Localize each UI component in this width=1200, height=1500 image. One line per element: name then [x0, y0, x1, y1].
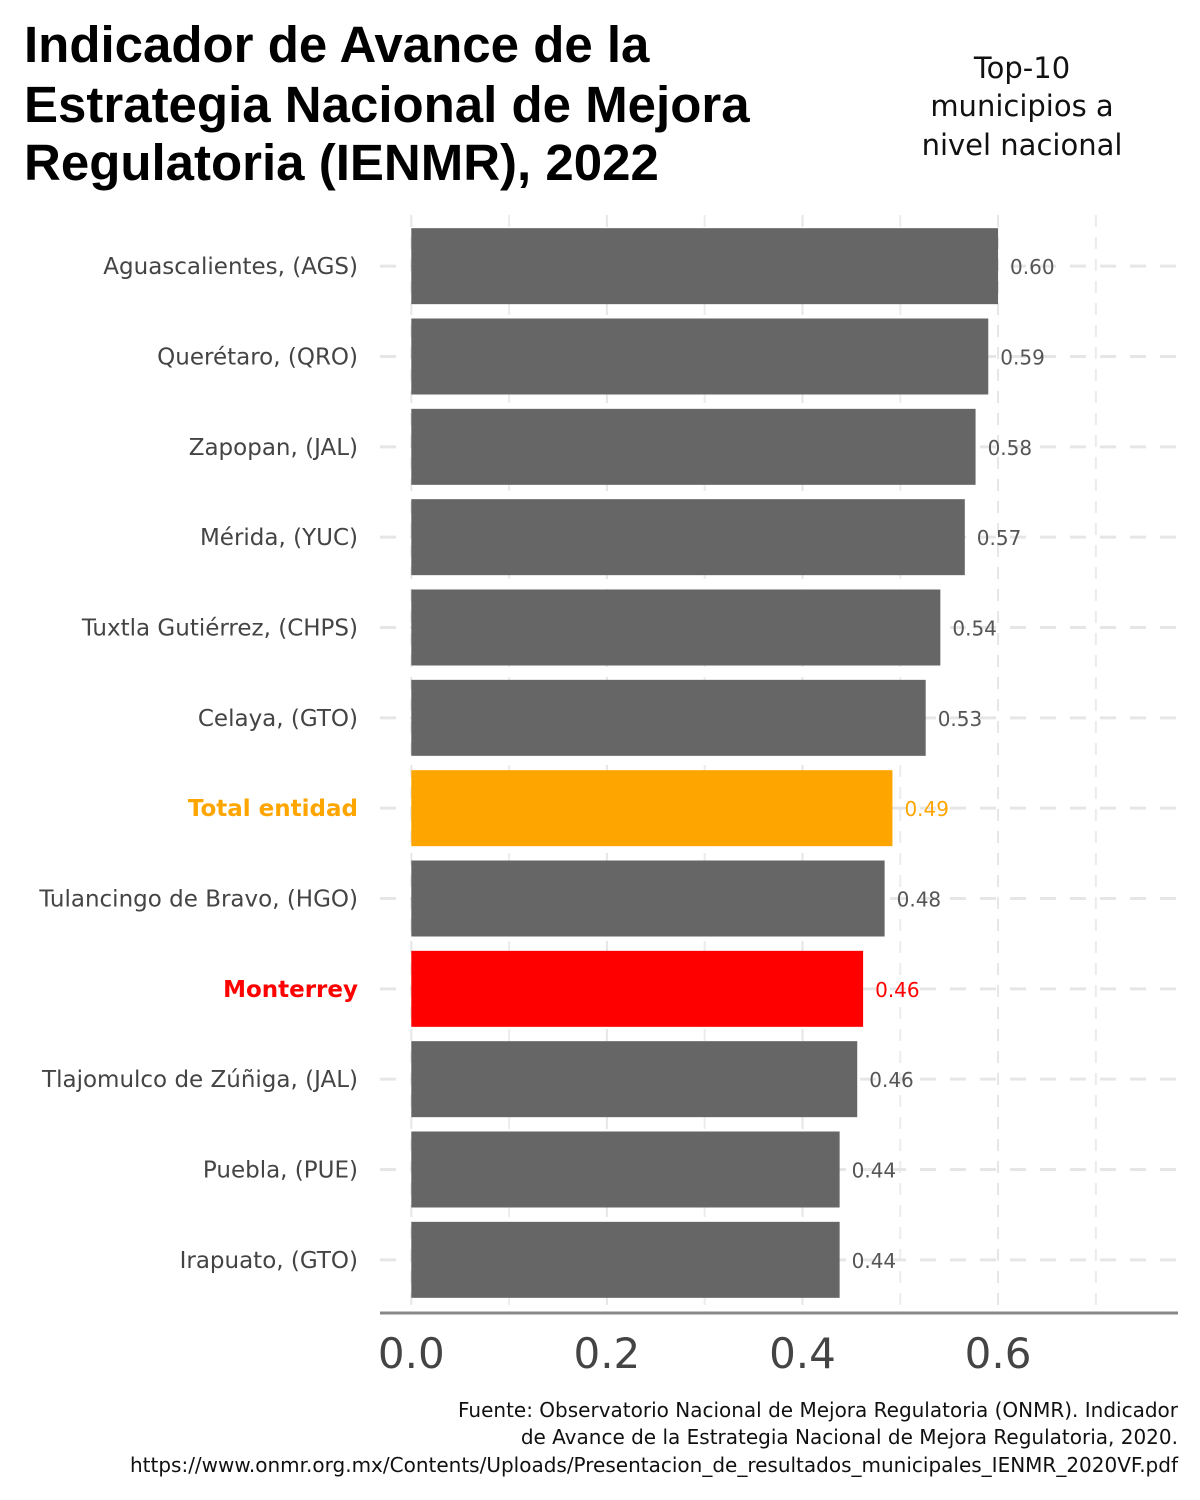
caption: https://www.onmr.org.mx/Contents/Uploads… [130, 1453, 1179, 1477]
bar [411, 1041, 858, 1118]
bar [411, 770, 893, 847]
bar [411, 318, 989, 395]
value-label: 0.58 [988, 436, 1033, 460]
y-tick-label: Puebla, (PUE) [203, 1158, 358, 1184]
subtitle: Top-10 [973, 51, 1070, 85]
chart-title: Indicador de Avance de la [24, 16, 650, 73]
value-label: 0.53 [938, 707, 983, 731]
subtitle: municipios a [930, 89, 1113, 123]
y-tick-label: Total entidad [188, 796, 358, 822]
y-tick-label: Tulancingo de Bravo, (HGO) [38, 887, 358, 913]
bar [411, 589, 941, 666]
value-label: 0.57 [977, 526, 1022, 550]
subtitle: nivel nacional [922, 128, 1123, 162]
chart-title: Regulatoria (IENMR), 2022 [24, 134, 659, 191]
y-tick-label: Querétaro, (QRO) [157, 345, 358, 371]
bar [411, 950, 864, 1027]
y-tick-label: Aguascalientes, (AGS) [103, 254, 358, 280]
y-tick-label: Monterrey [223, 977, 358, 1003]
value-label: 0.44 [852, 1249, 897, 1273]
bar [411, 408, 976, 485]
bar [411, 679, 926, 756]
value-label: 0.60 [1010, 255, 1055, 279]
value-label: 0.49 [904, 797, 949, 821]
value-label: 0.44 [852, 1159, 897, 1183]
x-tick-label: 0.6 [965, 1329, 1032, 1378]
value-label: 0.48 [897, 888, 942, 912]
bar [411, 860, 885, 937]
y-tick-label: Mérida, (YUC) [200, 525, 358, 551]
y-tick-label: Zapopan, (JAL) [189, 435, 358, 461]
bar [411, 499, 965, 576]
y-tick-label: Irapuato, (GTO) [180, 1248, 358, 1274]
x-tick-label: 0.2 [573, 1329, 640, 1378]
value-label: 0.59 [1000, 346, 1045, 370]
chart-title: Estrategia Nacional de Mejora [24, 76, 750, 133]
value-label: 0.54 [952, 617, 997, 641]
y-tick-label: Tuxtla Gutiérrez, (CHPS) [81, 616, 358, 642]
y-tick-label: Tlajomulco de Zúñiga, (JAL) [41, 1067, 358, 1093]
value-label: 0.46 [875, 978, 920, 1002]
bar [411, 1131, 840, 1208]
bar [411, 228, 999, 305]
bar [411, 1221, 840, 1298]
y-tick-label: Celaya, (GTO) [198, 706, 358, 732]
value-label: 0.46 [869, 1068, 914, 1092]
caption: de Avance de la Estrategia Nacional de M… [521, 1425, 1178, 1449]
x-tick-label: 0.4 [769, 1329, 836, 1378]
x-tick-label: 0.0 [378, 1329, 445, 1378]
caption: Fuente: Observatorio Nacional de Mejora … [458, 1398, 1179, 1422]
